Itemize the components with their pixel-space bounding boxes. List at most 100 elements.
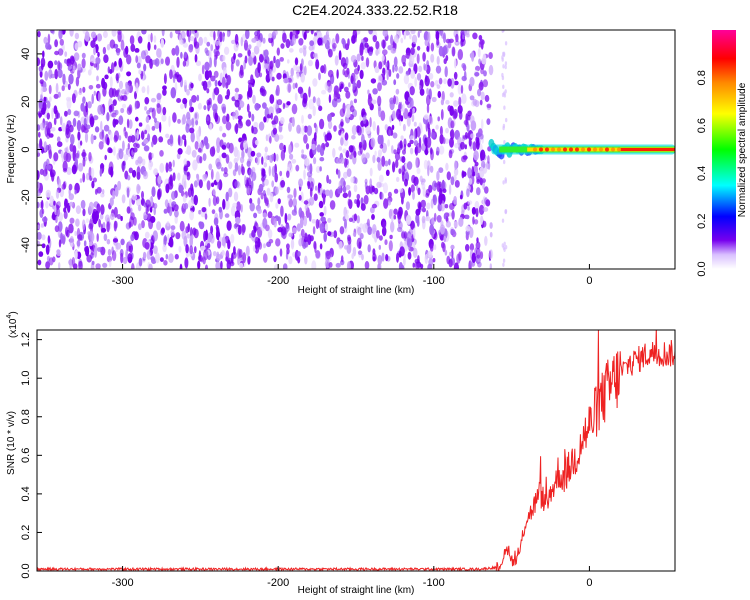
- spectrogram-noise-cell: [426, 87, 429, 95]
- spectrogram-noise-cell: [144, 242, 150, 250]
- spectrogram-noise-cell: [501, 55, 504, 60]
- spectrogram-noise-cell: [152, 230, 158, 242]
- spectrogram-noise-cell: [339, 108, 345, 117]
- spectrogram-noise-cell: [450, 244, 455, 250]
- spectrogram-noise-cell: [406, 161, 413, 170]
- spectrogram-noise-cell: [303, 169, 306, 180]
- spectrogram-noise-cell: [147, 41, 151, 51]
- spectrogram-noise-cell: [502, 123, 506, 129]
- spectrogram-noise-cell: [202, 80, 208, 91]
- spectrogram-noise-cell: [414, 258, 420, 264]
- spectrogram-noise-cell: [103, 54, 109, 64]
- spectrogram-noise-cell: [351, 253, 355, 260]
- spectrogram-noise-cell: [124, 131, 128, 139]
- spectrogram-noise-cell: [340, 83, 344, 89]
- spectrogram-noise-cell: [102, 262, 108, 268]
- spectrogram-noise-cell: [276, 72, 282, 80]
- spectrogram-noise-cell: [313, 132, 317, 142]
- spectrogram-noise-cell: [488, 64, 494, 76]
- spectrogram-noise-cell: [445, 221, 451, 228]
- spectrogram-noise-cell: [203, 105, 207, 111]
- spectrogram-noise-cell: [246, 160, 251, 167]
- spectrogram-noise-cell: [142, 170, 149, 180]
- spectrogram-noise-cell: [180, 39, 184, 46]
- spectrogram-noise-cell: [290, 238, 295, 250]
- spectrogram-noise-cell: [195, 60, 202, 67]
- spectrogram-noise-cell: [204, 61, 210, 71]
- spectrogram-noise-cell: [257, 237, 261, 248]
- spectrogram-noise-cell: [380, 110, 386, 121]
- spectrogram-noise-cell: [468, 178, 473, 185]
- spectrogram-noise-cell: [162, 85, 167, 90]
- spectrogram-noise-cell: [96, 247, 102, 252]
- spectrogram-noise-cell: [313, 157, 317, 165]
- spectrogram-noise-cell: [63, 211, 68, 219]
- spectrogram-noise-cell: [183, 158, 188, 166]
- spectrogram-noise-cell: [160, 38, 165, 48]
- spectrogram-noise-cell: [115, 73, 119, 82]
- spectrogram-noise-cell: [71, 93, 76, 104]
- spectrogram-noise-cell: [246, 187, 252, 195]
- spectrogram-noise-cell: [436, 146, 440, 156]
- spectrogram-noise-cell: [427, 250, 433, 258]
- spectrogram-x-tick-label: -200: [267, 275, 289, 287]
- spectrogram-noise-cell: [479, 177, 483, 186]
- spectrogram-noise-cell: [273, 55, 276, 64]
- spectrogram-noise-cell: [250, 150, 256, 157]
- spectrogram-noise-cell: [263, 253, 268, 263]
- spectrogram-noise-cell: [464, 144, 467, 150]
- spectrogram-noise-cell: [483, 70, 487, 77]
- spectrogram-noise-cell: [210, 44, 214, 52]
- spectrogram-noise-cell: [196, 94, 200, 102]
- spectrogram-noise-cell: [298, 38, 304, 46]
- spectrogram-noise-cell: [222, 55, 226, 62]
- spectrogram-noise-cell: [252, 94, 256, 104]
- spectrogram-noise-cell: [480, 251, 484, 260]
- colorbar-tick-label: 0.6: [696, 118, 708, 133]
- spectrogram-noise-cell: [234, 180, 240, 188]
- spectrogram-noise-cell: [290, 67, 294, 77]
- spectrogram-noise-cell: [205, 264, 208, 269]
- spectrogram-noise-cell: [319, 166, 322, 172]
- spectrogram-noise-cell: [387, 139, 390, 147]
- spectrogram-noise-cell: [388, 129, 391, 137]
- spectrogram-noise-cell: [203, 249, 209, 261]
- carrier-peak-dot: [617, 147, 621, 152]
- spectrogram-noise-cell: [186, 111, 191, 121]
- spectrogram-noise-cell: [254, 240, 258, 250]
- spectrogram-noise-cell: [183, 79, 187, 86]
- spectrogram-noise-cell: [275, 88, 279, 96]
- spectrogram-noise-cell: [462, 155, 468, 160]
- spectrogram-noise-cell: [96, 75, 99, 82]
- spectrogram-noise-cell: [353, 150, 357, 158]
- spectrogram-noise-cell: [37, 30, 41, 38]
- spectrogram-noise-cell: [121, 194, 126, 204]
- spectrogram-noise-cell: [262, 37, 266, 44]
- spectrogram-noise-cell: [115, 90, 119, 98]
- spectrogram-noise-cell: [240, 204, 243, 213]
- spectrogram-noise-cell: [83, 117, 87, 127]
- spectrogram-noise-cell: [97, 51, 100, 58]
- spectrogram-noise-cell: [406, 116, 411, 127]
- spectrogram-noise-cell: [93, 63, 98, 68]
- spectrogram-noise-cell: [69, 30, 74, 37]
- spectrogram-noise-cell: [477, 261, 482, 268]
- spectrogram-noise-cell: [212, 188, 216, 196]
- spectrogram-noise-cell: [439, 134, 444, 145]
- spectrogram-noise-cell: [288, 256, 293, 265]
- spectrogram-noise-cell: [420, 199, 426, 208]
- spectrogram-noise-cell: [89, 113, 94, 122]
- spectrogram-noise-cell: [103, 233, 108, 242]
- spectrogram-noise-cell: [294, 142, 300, 148]
- spectrogram-noise-cell: [109, 197, 114, 207]
- spectrogram-noise-cell: [88, 241, 93, 247]
- spectrogram-noise-cell: [387, 191, 392, 198]
- spectrogram-noise-cell: [374, 150, 377, 157]
- spectrogram-noise-cell: [377, 74, 383, 83]
- spectrogram-noise-cell: [381, 155, 386, 167]
- spectrogram-noise-cell: [245, 245, 250, 257]
- spectrogram-noise-cell: [102, 46, 107, 55]
- spectrogram-noise-cell: [67, 108, 72, 116]
- spectrogram-noise-cell: [194, 30, 198, 34]
